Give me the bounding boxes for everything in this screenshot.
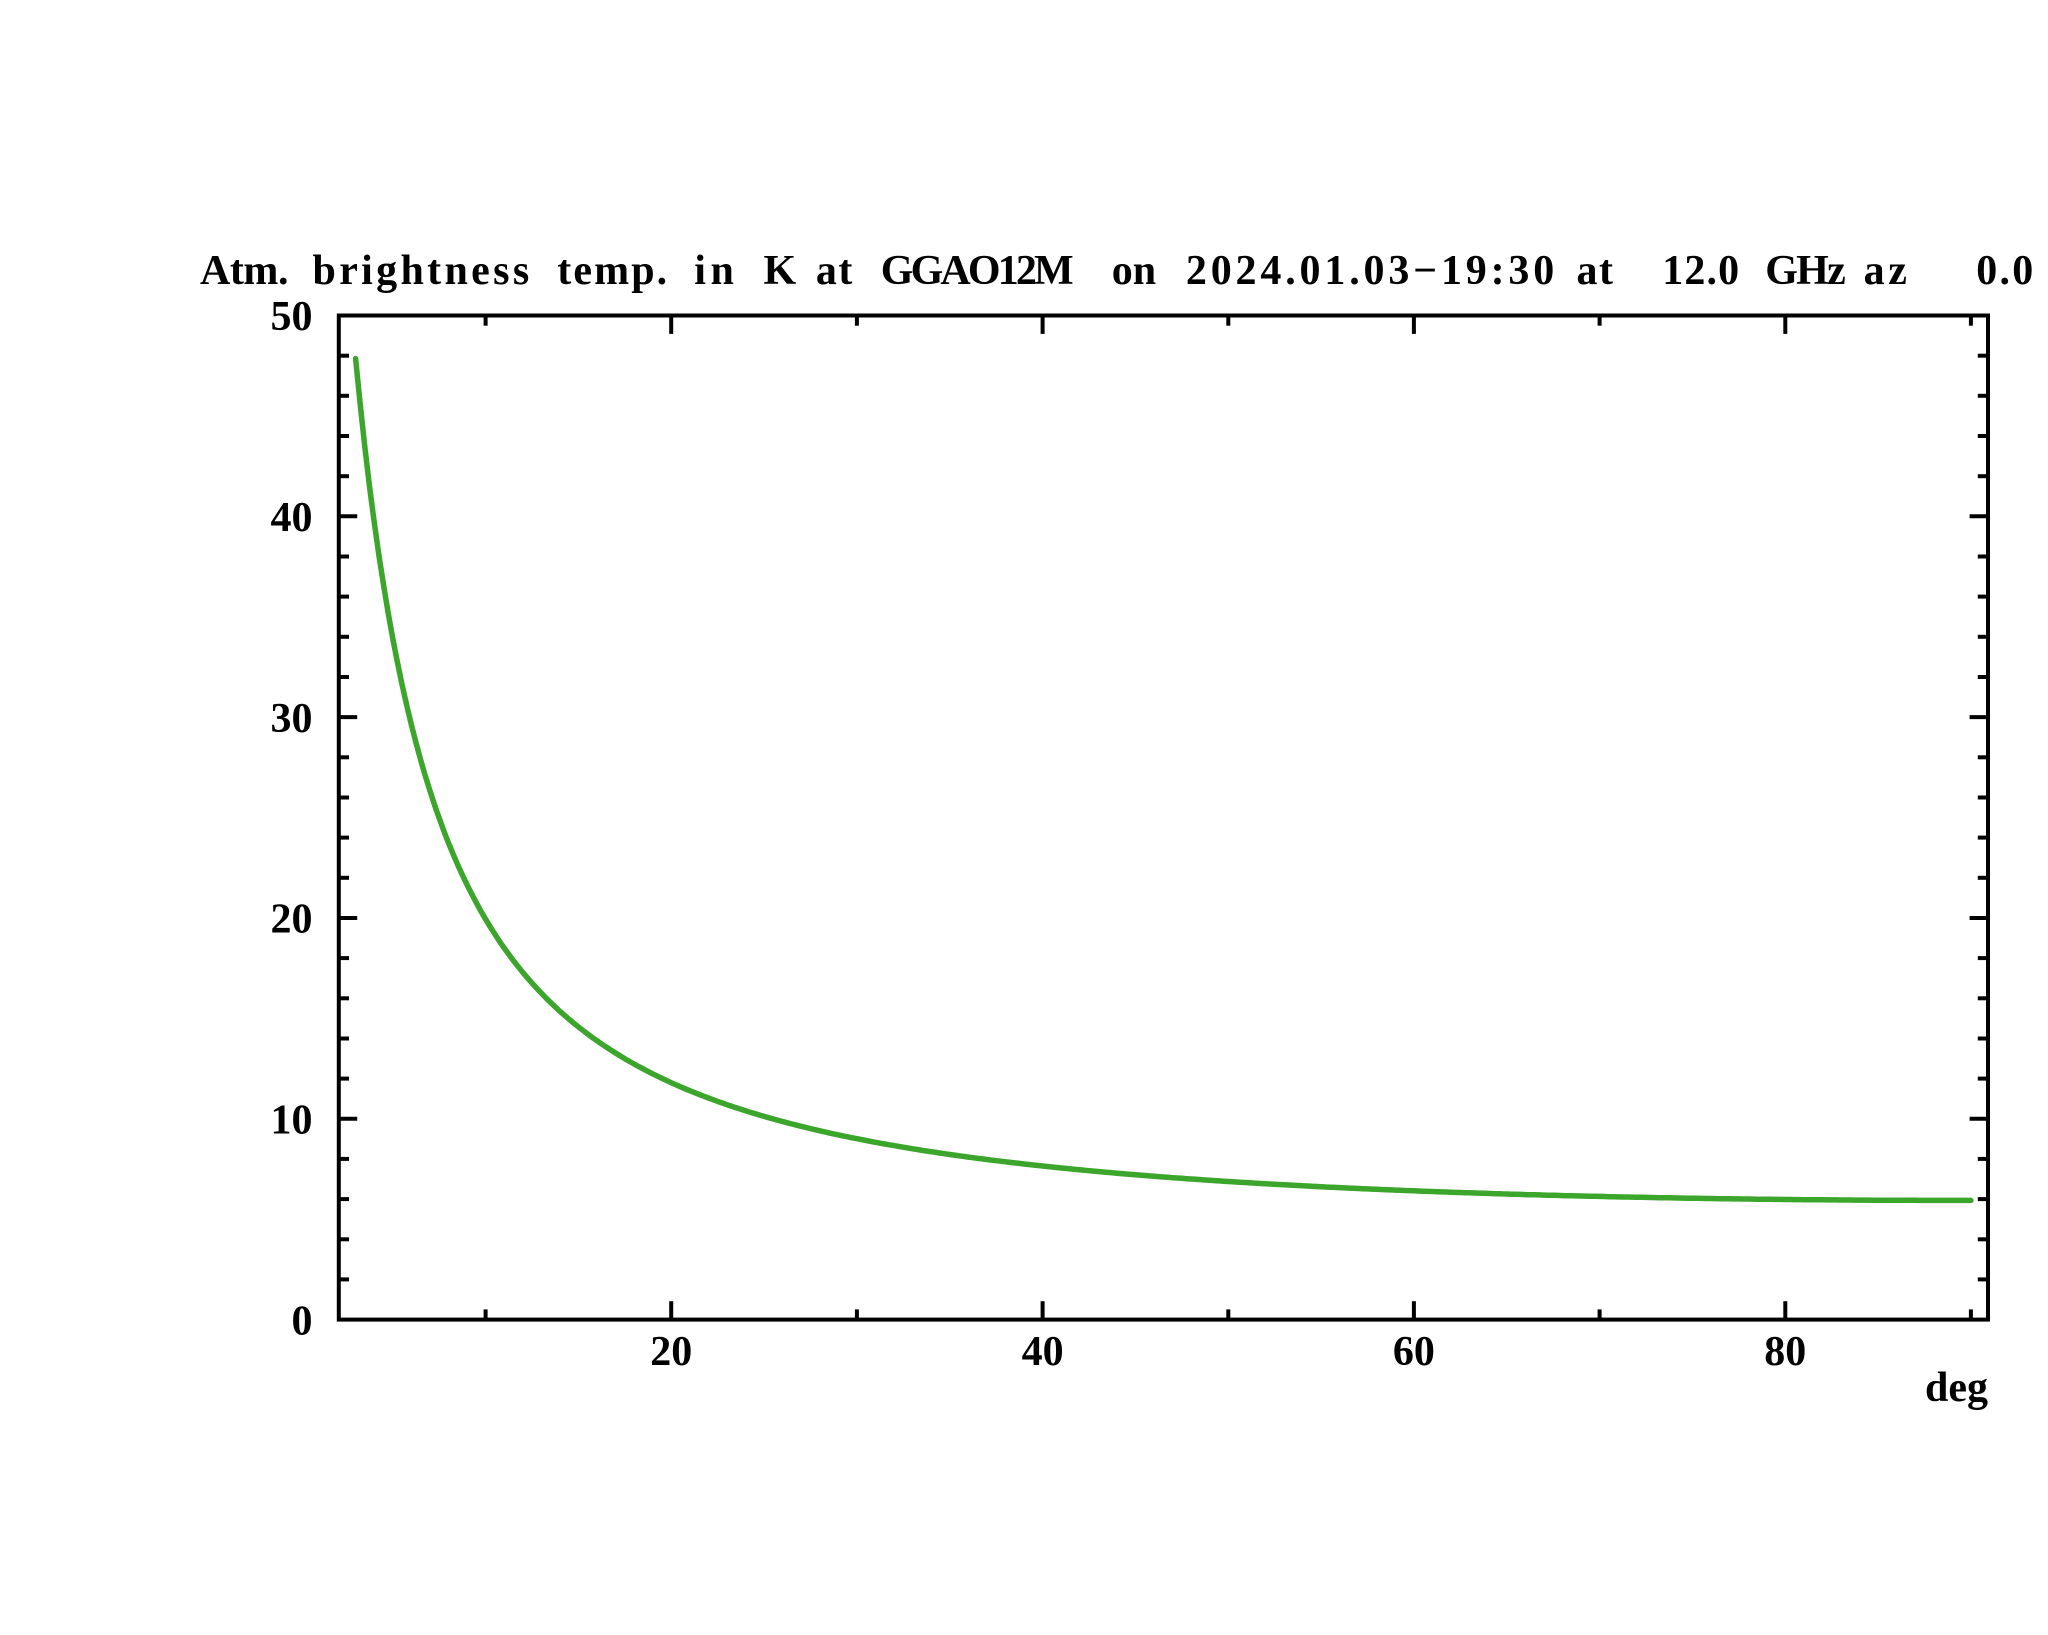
svg-text:az: az [1864,248,1911,294]
svg-text:40: 40 [1022,1329,1064,1375]
svg-text:40: 40 [271,495,313,541]
svg-text:GHz: GHz [1765,248,1845,294]
svg-text:60: 60 [1393,1329,1435,1375]
svg-text:50: 50 [271,294,313,340]
svg-text:20: 20 [650,1329,692,1375]
svg-text:on: on [1112,248,1156,294]
svg-text:30: 30 [271,696,313,742]
svg-text:10: 10 [271,1098,313,1144]
svg-text:brightness: brightness [313,248,533,294]
svg-text:in: in [694,248,738,294]
svg-text:2024.01.03−19:30: 2024.01.03−19:30 [1186,248,1558,294]
svg-text:20: 20 [271,897,313,943]
svg-text:temp.: temp. [557,248,669,294]
svg-text:0.0: 0.0 [1976,248,2035,294]
svg-text:deg: deg [1925,1365,1988,1411]
svg-text:0: 0 [292,1298,313,1344]
svg-text:at: at [816,248,854,294]
svg-text:GGAO12M: GGAO12M [881,248,1073,294]
svg-text:at: at [1577,248,1615,294]
svg-text:Atm.: Atm. [200,248,288,294]
svg-text:K: K [764,248,797,294]
svg-text:80: 80 [1764,1329,1806,1375]
svg-text:12.0: 12.0 [1662,248,1740,294]
